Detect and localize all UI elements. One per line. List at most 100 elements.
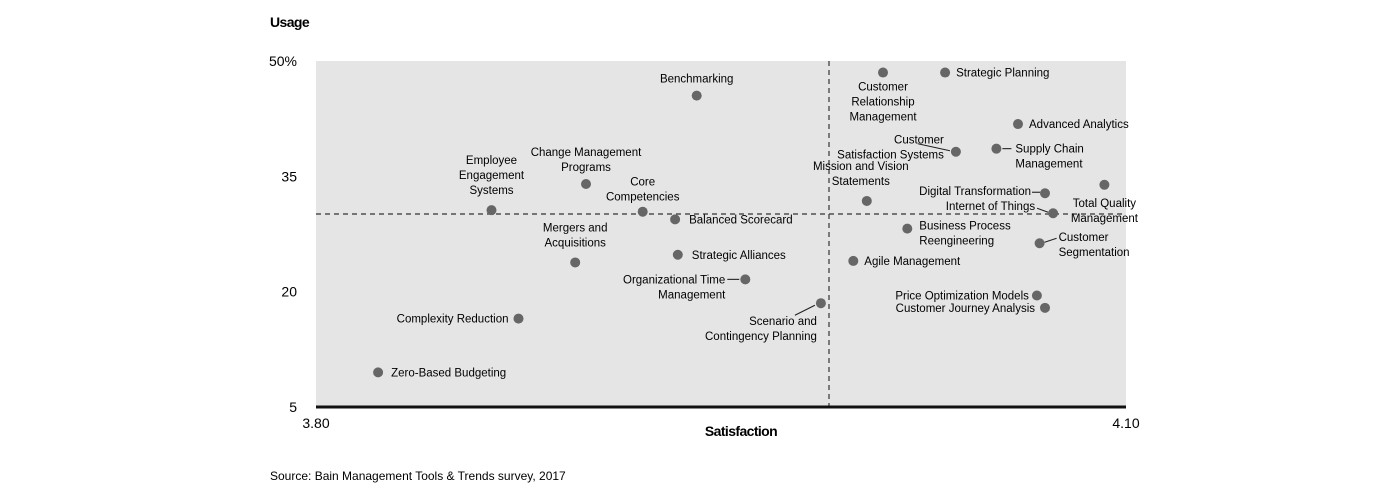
label-balanced-scorecard: Balanced Scorecard	[689, 214, 793, 226]
label-business-process-reengineering: Business Process Reengineering	[919, 221, 1011, 248]
point-customer-satisfaction-systems	[950, 146, 961, 157]
source-note: Source: Bain Management Tools & Trends s…	[270, 469, 566, 483]
label-line: Customer	[1059, 232, 1109, 244]
label-line: Statements	[832, 176, 890, 188]
label-strategic-alliances: Strategic Alliances	[692, 250, 786, 262]
y-tick-5: 5	[289, 399, 297, 415]
label-digital-transformation: Digital Transformation	[919, 186, 1031, 198]
label-line: Management	[1071, 213, 1139, 225]
label-line: Complexity Reduction	[397, 314, 509, 326]
point-customer-relationship-management	[878, 67, 888, 78]
label-line: Mergers and	[543, 222, 608, 234]
point-price-optimization-models	[1031, 290, 1042, 301]
label-customer-satisfaction-systems: Customer Satisfaction Systems	[837, 135, 944, 162]
point-business-process-reengineering	[902, 223, 913, 234]
label-scenario-and-contingency-planning: Scenario and Contingency Planning	[705, 316, 817, 343]
label-line: Price Optimization Models	[895, 291, 1029, 303]
label-line: Benchmarking	[660, 74, 734, 86]
label-line: Change Management	[531, 147, 642, 159]
label-line: Business Process	[919, 221, 1011, 233]
label-line: Internet of Things	[946, 201, 1036, 213]
label-line: Relationship	[851, 97, 914, 109]
x-tick-3-80: 3.80	[302, 415, 329, 431]
point-mission-and-vision-statements	[861, 195, 872, 206]
label-line: Balanced Scorecard	[689, 214, 793, 226]
label-line: Strategic Alliances	[692, 250, 786, 262]
label-line: Acquisitions	[545, 237, 607, 249]
label-line: Management	[658, 289, 726, 301]
label-organizational-time-management: Organizational Time Management	[623, 274, 726, 301]
label-line: Customer	[858, 82, 908, 94]
label-line: Employee	[466, 155, 517, 167]
label-total-quality-management: Total Quality Management	[1071, 198, 1139, 225]
label-change-management-programs: Change Management Programs	[531, 147, 642, 174]
label-line: Digital Transformation	[919, 186, 1031, 198]
label-core-competencies: Core Competencies	[606, 177, 680, 204]
leader-customer-satisfaction-systems	[917, 143, 951, 152]
label-line: Organizational Time	[623, 274, 725, 286]
label-line: Agile Management	[864, 256, 961, 268]
leader-scenario-and-contingency-planning	[794, 304, 816, 316]
y-tick-35: 35	[281, 168, 297, 184]
point-mergers-and-acquisitions	[570, 257, 581, 268]
point-internet-of-things	[1048, 208, 1059, 219]
label-line: Satisfaction Systems	[837, 150, 944, 162]
label-line: Supply Chain	[1015, 144, 1083, 156]
leader-lines	[727, 143, 1057, 316]
data-labels: Zero-Based Budgeting Complexity Reduction…	[391, 68, 1139, 380]
point-change-management-programs	[581, 179, 591, 190]
label-line: Reengineering	[919, 236, 994, 248]
label-line: Zero-Based Budgeting	[391, 367, 506, 379]
label-line: Total Quality	[1073, 198, 1137, 210]
plot-background	[316, 61, 1126, 407]
label-advanced-analytics: Advanced Analytics	[1029, 119, 1129, 131]
point-supply-chain-management	[991, 143, 1002, 154]
point-zero-based-budgeting	[373, 367, 384, 378]
leader-internet-of-things	[1036, 207, 1049, 213]
label-mission-and-vision-statements: Mission and Vision Statements	[813, 161, 909, 188]
data-points	[373, 67, 1110, 378]
label-line: Engagement	[459, 170, 525, 182]
point-customer-journey-analysis	[1040, 302, 1050, 313]
label-line: Advanced Analytics	[1029, 119, 1129, 131]
label-line: Core	[630, 177, 655, 189]
label-price-optimization-models: Price Optimization Models	[895, 291, 1029, 303]
point-agile-management	[848, 255, 859, 266]
label-mergers-and-acquisitions: Mergers and Acquisitions	[543, 222, 608, 249]
label-line: Customer	[894, 135, 944, 147]
y-tick-labels: 50% 35 20 5	[269, 53, 297, 415]
label-supply-chain-management: Supply Chain Management	[1015, 144, 1083, 171]
y-tick-50: 50%	[269, 53, 297, 69]
label-zero-based-budgeting: Zero-Based Budgeting	[391, 367, 506, 379]
label-strategic-planning: Strategic Planning	[956, 68, 1049, 80]
label-customer-journey-analysis: Customer Journey Analysis	[896, 303, 1036, 315]
point-strategic-planning	[940, 67, 951, 78]
label-line: Contingency Planning	[705, 331, 817, 343]
point-total-quality-management	[1099, 179, 1110, 190]
leader-customer-segmentation	[1044, 237, 1057, 243]
point-benchmarking	[691, 90, 702, 101]
label-agile-management: Agile Management	[864, 256, 961, 268]
label-complexity-reduction: Complexity Reduction	[397, 314, 509, 326]
label-line: Programs	[561, 162, 611, 174]
label-line: Scenario and	[749, 316, 817, 328]
y-axis-title: Usage	[270, 14, 310, 30]
y-tick-20: 20	[281, 284, 297, 300]
label-line: Systems	[469, 185, 513, 197]
point-scenario-and-contingency-planning	[815, 298, 826, 309]
label-customer-segmentation: Customer Segmentation	[1059, 232, 1130, 259]
label-line: Segmentation	[1059, 247, 1130, 259]
point-strategic-alliances	[672, 249, 683, 260]
point-core-competencies	[637, 206, 648, 217]
point-customer-segmentation	[1034, 238, 1045, 249]
label-line: Mission and Vision	[813, 161, 909, 173]
label-benchmarking: Benchmarking	[660, 74, 734, 86]
point-employee-engagement-systems	[486, 205, 497, 216]
point-complexity-reduction	[513, 313, 524, 324]
x-axis-title: Satisfaction	[705, 423, 777, 439]
label-line: Customer Journey Analysis	[896, 303, 1036, 315]
point-advanced-analytics	[1013, 119, 1023, 130]
label-customer-relationship-management: Customer Relationship Management	[849, 82, 917, 124]
label-line: Management	[1015, 159, 1083, 171]
